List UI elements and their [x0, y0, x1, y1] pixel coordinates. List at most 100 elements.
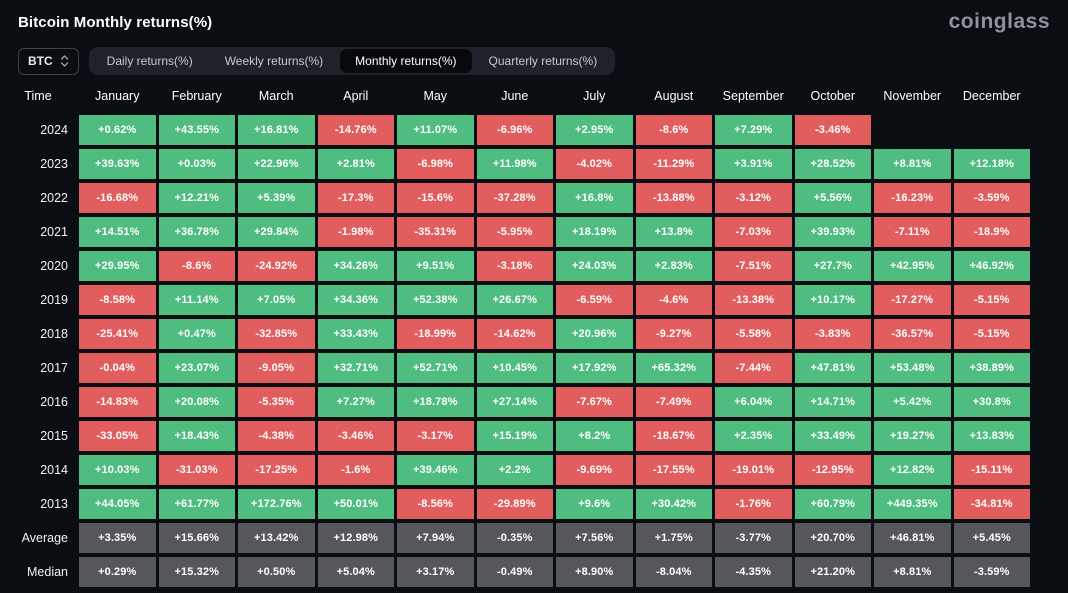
heatmap-cell-2016-march: -5.35%: [238, 387, 315, 417]
heatmap-cell-2018-september: -5.58%: [715, 319, 792, 349]
heatmap-cell-average-december: +5.45%: [953, 523, 1030, 553]
heatmap-cell-2024-february: +43.55%: [158, 115, 235, 145]
heatmap-cell-median-september: -4.35%: [715, 557, 792, 587]
heatmap-cell-2019-december: -5.15%: [953, 285, 1030, 315]
tab-monthly-returns[interactable]: Monthly returns(%): [340, 49, 472, 73]
row-label-2018: 2018: [40, 327, 68, 341]
heatmap-cell-2017-march: -9.05%: [238, 353, 315, 383]
heatmap-cell-2016-january: -14.83%: [79, 387, 156, 417]
heatmap-cell-2013-august: +30.42%: [635, 489, 712, 519]
heatmap-cell-2015-april: -3.46%: [317, 421, 394, 451]
heatmap-cell-2023-march: +22.96%: [238, 149, 315, 179]
heatmap-cell-2022-april: -17.3%: [317, 183, 394, 213]
heatmap-cell-2017-may: +52.71%: [397, 353, 474, 383]
heatmap-cell-2013-february: +61.77%: [158, 489, 235, 519]
row-label-median: Median: [27, 565, 68, 579]
heatmap-cell-2014-may: +39.46%: [397, 455, 474, 485]
heatmap-cell-2022-may: -15.6%: [397, 183, 474, 213]
heatmap-cell-2016-april: +7.27%: [317, 387, 394, 417]
heatmap-cell-2018-june: -14.62%: [476, 319, 553, 349]
row-label-average: Average: [21, 531, 68, 545]
heatmap-cell-2021-march: +29.84%: [238, 217, 315, 247]
heatmap-cell-2023-september: +3.91%: [715, 149, 792, 179]
heatmap-cell-2022-july: +16.8%: [556, 183, 633, 213]
heatmap-cell-2024-november: [874, 115, 951, 145]
heatmap-cell-average-march: +13.42%: [238, 523, 315, 553]
heatmap-cell-2017-october: +47.81%: [794, 353, 871, 383]
heatmap-cell-2017-january: -0.04%: [79, 353, 156, 383]
heatmap-cell-2024-august: -8.6%: [635, 115, 712, 145]
heatmap-cell-2014-march: -17.25%: [238, 455, 315, 485]
heatmap-cell-2020-june: -3.18%: [476, 251, 553, 281]
heatmap-cell-2013-september: -1.76%: [715, 489, 792, 519]
heatmap-cell-2017-april: +32.71%: [317, 353, 394, 383]
heatmap-cell-2024-april: -14.76%: [317, 115, 394, 145]
heatmap-cell-2023-december: +12.18%: [953, 149, 1030, 179]
tab-daily-returns[interactable]: Daily returns(%): [92, 49, 208, 73]
heatmap-cell-2015-november: +19.27%: [874, 421, 951, 451]
tab-weekly-returns[interactable]: Weekly returns(%): [210, 49, 338, 73]
column-header-february: February: [171, 89, 222, 103]
heatmap-cell-2024-july: +2.95%: [556, 115, 633, 145]
heatmap-cell-2020-september: -7.51%: [715, 251, 792, 281]
heatmap-cell-2024-may: +11.07%: [397, 115, 474, 145]
column-header-june: June: [501, 89, 529, 103]
heatmap-cell-average-july: +7.56%: [556, 523, 633, 553]
heatmap-cell-average-january: +3.35%: [79, 523, 156, 553]
table-row-median: Median +0.29% +15.32% +0.50% +5.04% +3.17% -0.…: [0, 557, 1068, 587]
heatmap-cell-2014-september: -19.01%: [715, 455, 792, 485]
heatmap-cell-2021-november: -7.11%: [874, 217, 951, 247]
heatmap-cell-2019-october: +10.17%: [794, 285, 871, 315]
column-header-september: September: [722, 89, 784, 103]
heatmap-cell-2017-july: +17.92%: [556, 353, 633, 383]
heatmap-cell-2016-december: +30.8%: [953, 387, 1030, 417]
heatmap-cell-median-february: +15.32%: [158, 557, 235, 587]
heatmap-cell-2022-november: -16.23%: [874, 183, 951, 213]
heatmap-cell-2014-february: -31.03%: [158, 455, 235, 485]
table-row-2023: 2023 +39.63% +0.03% +22.96% +2.81% -6.98% +11.…: [0, 149, 1068, 179]
heatmap-cell-2019-july: -6.59%: [556, 285, 633, 315]
heatmap-cell-2018-december: -5.15%: [953, 319, 1030, 349]
heatmap-cell-2020-november: +42.95%: [874, 251, 951, 281]
column-header-time: Time: [24, 89, 52, 103]
select-arrows-icon: [60, 55, 69, 67]
heatmap-cell-2021-june: -5.95%: [476, 217, 553, 247]
symbol-select[interactable]: BTC: [18, 47, 79, 75]
heatmap-cell-2014-october: -12.95%: [794, 455, 871, 485]
controls-row: BTC Daily returns(%) Weekly returns(%) Mon…: [0, 34, 1068, 75]
heatmap-cell-2019-april: +34.36%: [317, 285, 394, 315]
heatmap-cell-2019-september: -13.38%: [715, 285, 792, 315]
heatmap-cell-2021-january: +14.51%: [79, 217, 156, 247]
column-header-august: August: [654, 89, 694, 103]
tab-quarterly-returns[interactable]: Quarterly returns(%): [474, 49, 613, 73]
heatmap-cell-2023-august: -11.29%: [635, 149, 712, 179]
heatmap-cell-2016-august: -7.49%: [635, 387, 712, 417]
heatmap-cell-2018-february: +0.47%: [158, 319, 235, 349]
heatmap-cell-2021-may: -35.31%: [397, 217, 474, 247]
heatmap-cell-2017-august: +65.32%: [635, 353, 712, 383]
table-row-2015: 2015 -33.05% +18.43% -4.38% -3.46% -3.17% +15.…: [0, 421, 1068, 451]
heatmap-cell-2016-september: +6.04%: [715, 387, 792, 417]
table-row-2024: 2024 +0.62% +43.55% +16.81% -14.76% +11.07% -6…: [0, 115, 1068, 145]
heatmap-cell-median-november: +8.81%: [874, 557, 951, 587]
row-label-2014: 2014: [40, 463, 68, 477]
heatmap-cell-2013-january: +44.05%: [79, 489, 156, 519]
row-label-2016: 2016: [40, 395, 68, 409]
heatmap-cell-2020-may: +9.51%: [397, 251, 474, 281]
heatmap-cell-2023-april: +2.81%: [317, 149, 394, 179]
heatmap-cell-2024-december: [954, 115, 1031, 145]
heatmap-cell-2020-july: +24.03%: [556, 251, 633, 281]
symbol-select-value: BTC: [28, 54, 53, 68]
heatmap-cell-average-october: +20.70%: [794, 523, 871, 553]
heatmap-cell-average-june: -0.35%: [476, 523, 553, 553]
column-header-october: October: [810, 89, 855, 103]
heatmap-cell-2024-june: -6.96%: [476, 115, 553, 145]
heatmap-cell-2024-january: +0.62%: [79, 115, 156, 145]
heatmap-cell-2013-december: -34.81%: [953, 489, 1030, 519]
heatmap-cell-2018-july: +20.96%: [556, 319, 633, 349]
table-row-2022: 2022 -16.68% +12.21% +5.39% -17.3% -15.6% -37.…: [0, 183, 1068, 213]
heatmap-cell-median-january: +0.29%: [79, 557, 156, 587]
heatmap-cell-2016-november: +5.42%: [874, 387, 951, 417]
heatmap-cell-2014-january: +10.03%: [79, 455, 156, 485]
table-row-2016: 2016 -14.83% +20.08% -5.35% +7.27% +18.78% +27…: [0, 387, 1068, 417]
